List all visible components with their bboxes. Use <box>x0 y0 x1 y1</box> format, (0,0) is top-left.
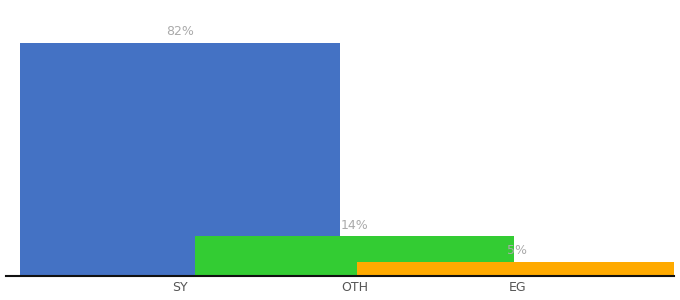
Bar <box>194 236 515 276</box>
Bar <box>20 43 340 276</box>
Text: 82%: 82% <box>166 25 194 38</box>
Bar <box>358 262 677 276</box>
Text: 14%: 14% <box>341 219 369 232</box>
Text: 5%: 5% <box>507 244 528 257</box>
